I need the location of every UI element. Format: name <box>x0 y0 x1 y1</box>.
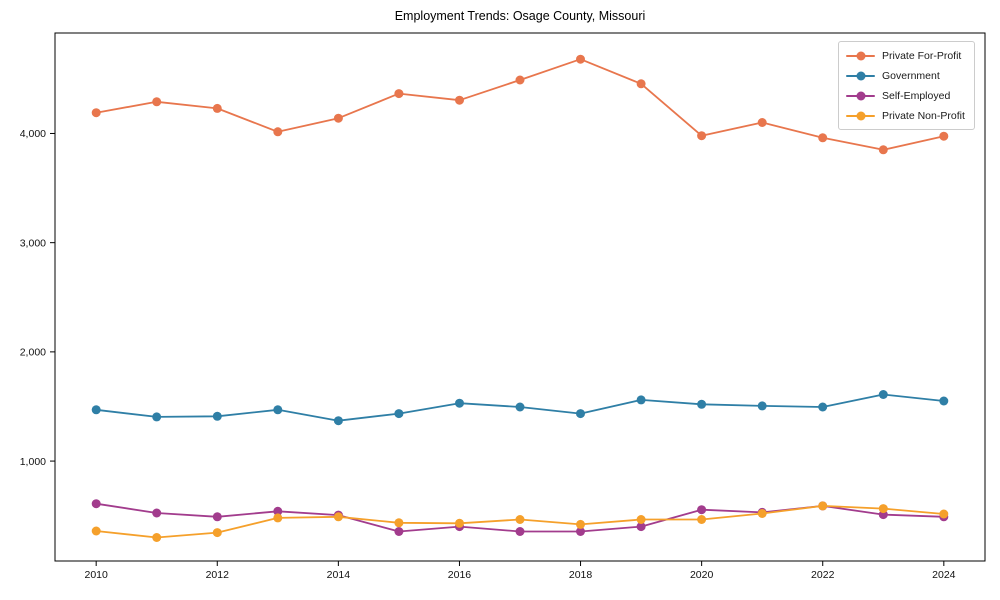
data-point-private-for-profit-2015 <box>394 89 404 99</box>
data-point-private-non-profit-2011 <box>152 533 162 542</box>
data-point-government-2019 <box>636 395 646 405</box>
data-point-private-non-profit-2018 <box>576 519 585 529</box>
data-point-private-non-profit-2022 <box>818 501 828 511</box>
data-point-government-2011 <box>152 412 162 422</box>
chart-title: Employment Trends: Osage County, Missour… <box>394 9 646 23</box>
data-point-private-non-profit-2024 <box>939 509 949 519</box>
data-point-private-for-profit-2020 <box>697 131 707 141</box>
legend: Private For-Profit Government Self-Emplo… <box>838 41 975 130</box>
y-tick-label: 1,000 <box>20 456 46 468</box>
data-point-self-employed-2010 <box>91 499 101 509</box>
data-point-private-for-profit-2010 <box>91 108 101 118</box>
x-tick-label: 2024 <box>932 569 956 581</box>
legend-label-private-for-profit: Private For-Profit <box>882 49 962 62</box>
data-point-private-non-profit-2016 <box>455 518 464 528</box>
plot-border <box>54 32 986 562</box>
data-point-private-for-profit-2016 <box>455 95 464 105</box>
y-tick-label: 2,000 <box>20 347 46 359</box>
x-tick-label: 2014 <box>327 569 351 581</box>
data-point-private-for-profit-2022 <box>818 133 828 143</box>
data-point-government-2014 <box>333 416 343 426</box>
data-point-private-for-profit-2017 <box>515 75 525 85</box>
data-point-private-for-profit-2014 <box>333 113 343 123</box>
y-tick-label: 3,000 <box>20 237 46 249</box>
data-point-self-employed-2017 <box>515 527 525 536</box>
data-point-government-2010 <box>91 405 101 415</box>
data-point-self-employed-2019 <box>636 522 646 532</box>
data-point-private-non-profit-2020 <box>697 515 707 524</box>
data-point-self-employed-2013 <box>273 506 283 516</box>
data-point-government-2022 <box>818 402 828 412</box>
legend-label-private-non-profit: Private Non-Profit <box>882 109 965 122</box>
legend-item-private-non-profit: Private Non-Profit <box>846 107 965 124</box>
legend-label-government: Government <box>882 69 940 82</box>
data-point-private-for-profit-2024 <box>939 131 949 141</box>
data-point-private-for-profit-2023 <box>878 145 888 155</box>
legend-marker-private-for-profit-icon <box>846 51 875 60</box>
legend-label-self-employed: Self-Employed <box>882 89 951 102</box>
legend-item-self-employed: Self-Employed <box>846 87 965 104</box>
data-point-private-non-profit-2013 <box>273 513 283 523</box>
x-tick-label: 2012 <box>206 569 230 581</box>
series-line-private-for-profit <box>95 58 945 151</box>
legend-marker-private-non-profit-icon <box>846 111 875 120</box>
data-point-self-employed-2020 <box>697 505 707 515</box>
data-point-government-2016 <box>455 398 464 408</box>
data-point-private-for-profit-2021 <box>757 118 767 127</box>
data-point-private-non-profit-2019 <box>636 515 646 524</box>
data-point-private-non-profit-2010 <box>91 526 101 536</box>
data-point-self-employed-2011 <box>152 508 162 518</box>
data-point-private-non-profit-2015 <box>394 518 404 528</box>
data-point-self-employed-2018 <box>576 527 585 536</box>
data-point-private-non-profit-2014 <box>333 512 343 522</box>
data-point-private-for-profit-2011 <box>152 97 162 107</box>
data-point-government-2017 <box>515 402 525 412</box>
x-tick-label: 2010 <box>84 569 108 581</box>
data-point-government-2013 <box>273 405 283 415</box>
x-tick-label: 2016 <box>448 569 472 581</box>
data-point-government-2015 <box>394 409 404 419</box>
data-point-government-2021 <box>757 401 767 411</box>
data-point-self-employed-2012 <box>212 512 222 522</box>
data-point-private-non-profit-2021 <box>757 509 767 518</box>
data-point-private-for-profit-2019 <box>636 79 646 89</box>
data-point-government-2024 <box>939 396 949 406</box>
data-point-private-non-profit-2023 <box>878 504 888 514</box>
legend-item-government: Government <box>846 67 965 84</box>
data-point-government-2023 <box>878 390 888 399</box>
data-point-government-2012 <box>212 411 222 421</box>
data-point-government-2018 <box>576 409 585 419</box>
legend-item-private-for-profit: Private For-Profit <box>846 47 965 64</box>
x-tick-label: 2018 <box>569 569 593 581</box>
y-tick-label: 4,000 <box>20 128 46 140</box>
data-point-self-employed-2015 <box>394 527 404 536</box>
data-point-private-for-profit-2013 <box>273 127 283 137</box>
data-point-private-for-profit-2018 <box>576 54 585 64</box>
data-point-government-2020 <box>697 399 707 409</box>
legend-marker-government-icon <box>846 71 875 80</box>
data-point-private-for-profit-2012 <box>212 103 222 113</box>
data-point-private-non-profit-2017 <box>515 515 525 524</box>
x-tick-label: 2020 <box>690 569 714 581</box>
x-tick-label: 2022 <box>811 569 835 581</box>
legend-marker-self-employed-icon <box>846 91 875 100</box>
data-point-private-non-profit-2012 <box>212 528 222 538</box>
